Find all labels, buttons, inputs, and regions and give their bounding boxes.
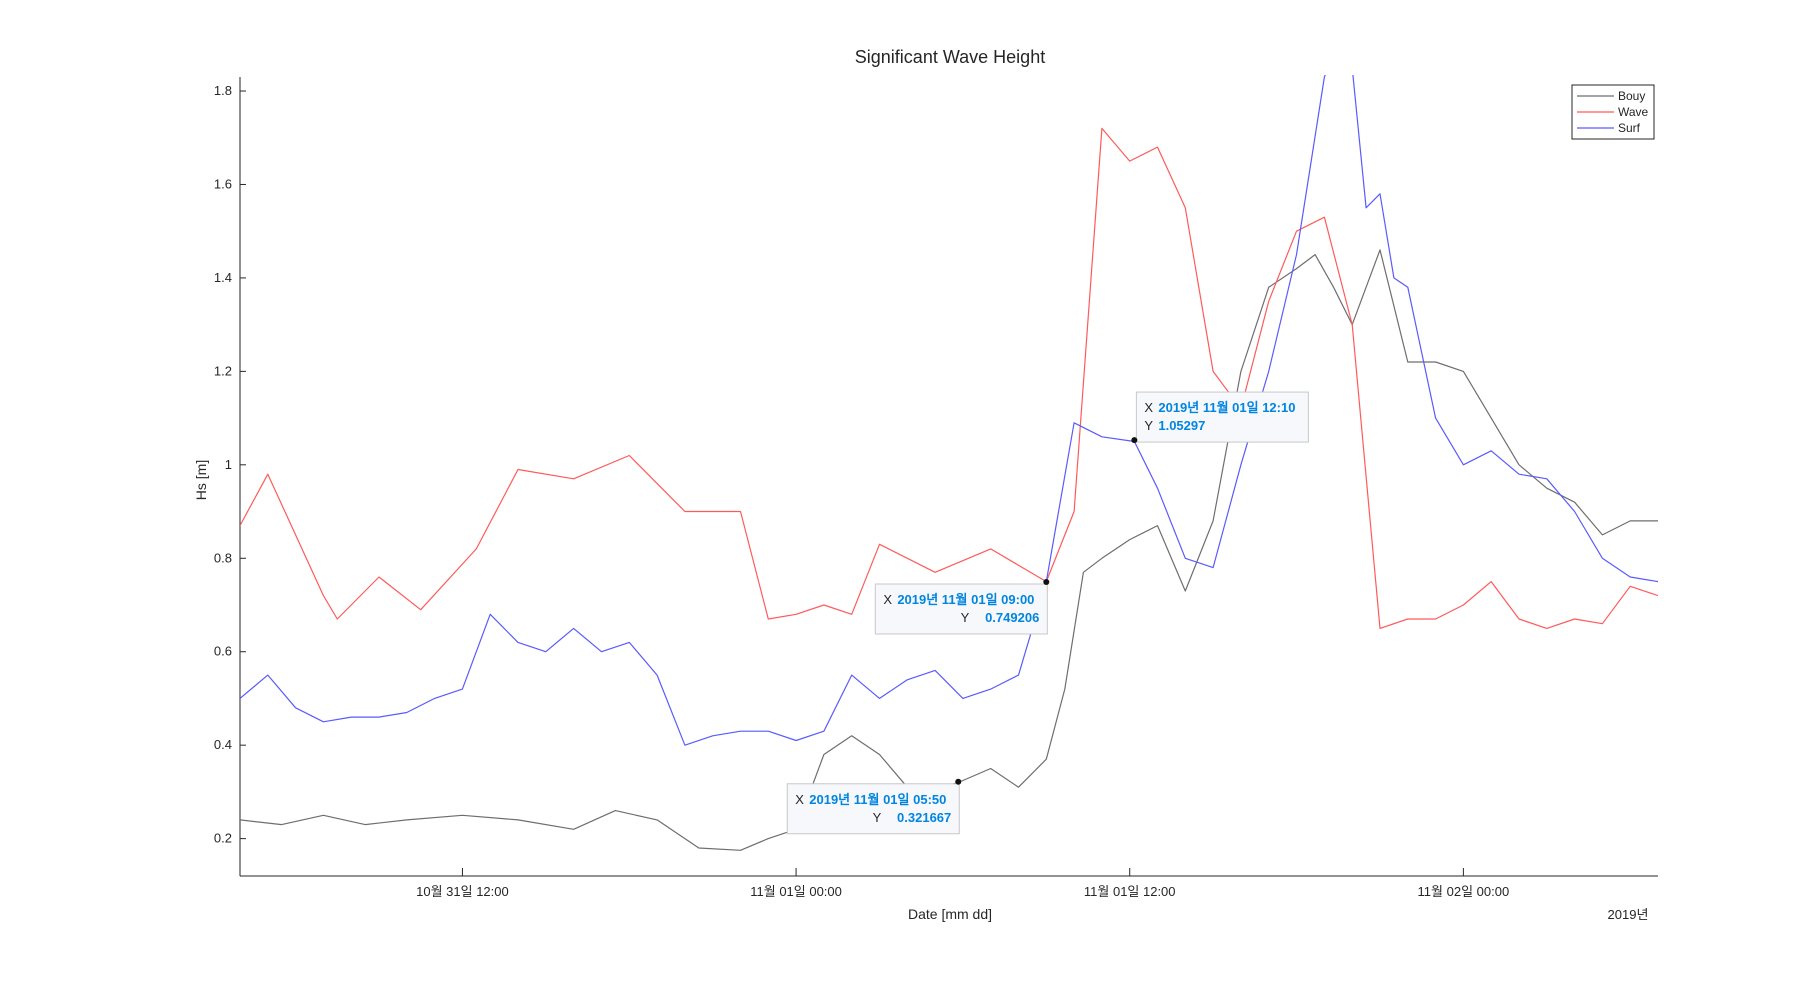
- datatip-y-key: Y: [873, 810, 882, 825]
- chart-title: Significant Wave Height: [855, 47, 1045, 67]
- y-tick-label: 1.8: [214, 83, 232, 98]
- y-tick-label: 0.6: [214, 644, 232, 659]
- y-tick-label: 1.4: [214, 270, 232, 285]
- datatip-x-key: X: [1144, 400, 1153, 415]
- plot-lines: [240, 75, 1658, 851]
- datatip-y-value: 0.321667: [897, 810, 951, 825]
- x-tick-label: 11월 02일 00:00: [1418, 884, 1510, 899]
- x-axis-label: Date [mm dd]: [908, 906, 992, 922]
- datatip-box: [1135, 391, 1309, 443]
- series-line-surf: [240, 75, 1658, 746]
- datatip-x-key: X: [883, 592, 892, 607]
- series-line-bouy: [240, 249, 1658, 851]
- legend-label: Bouy: [1618, 89, 1645, 103]
- datatip-box: [786, 783, 960, 835]
- datatip-x-value: 2019년 11월 01일 12:10: [1158, 400, 1295, 415]
- datatip-y-key: Y: [961, 610, 970, 625]
- datatip-y-value: 1.05297: [1158, 418, 1205, 433]
- y-tick-label: 1.2: [214, 363, 232, 378]
- y-tick-label: 0.2: [214, 831, 232, 846]
- datatip-x-value: 2019년 11월 01일 09:00: [897, 592, 1034, 607]
- x-tick-label: 11월 01일 00:00: [750, 884, 842, 899]
- datatip-box: [874, 583, 1048, 635]
- axes: 0.2 0.4 0.6 0.8 1 1.2 1.4 1.6 1.8 10월 31일 12:00 11…: [214, 77, 1658, 899]
- datatip-marker: [1043, 579, 1050, 586]
- x-axis-year-label: 2019년: [1608, 907, 1649, 922]
- datatip[interactable]: X 2019년 11월 01일 05:50 0.321667 Y: [786, 778, 962, 835]
- y-tick-label: 1: [225, 457, 232, 472]
- legend: Bouy Wave Surf: [1571, 84, 1655, 140]
- datatip[interactable]: X 2019년 11월 01일 12:10 Y 1.05297: [1131, 391, 1309, 444]
- x-tick-label: 11월 01일 12:00: [1084, 884, 1176, 899]
- datatip-x-value: 2019년 11월 01일 05:50: [809, 792, 946, 807]
- datatip-y-key: Y: [1144, 418, 1153, 433]
- y-tick-label: 0.8: [214, 550, 232, 565]
- datatip-y-value: 0.749206: [985, 610, 1039, 625]
- y-axis-label: Hs [m]: [193, 460, 209, 500]
- x-tick-label: 10월 31일 12:00: [416, 884, 509, 899]
- datatip-marker: [955, 778, 962, 785]
- datatip[interactable]: X 2019년 11월 01일 09:00 0.749206 Y: [874, 579, 1050, 635]
- datatip-x-key: X: [795, 792, 804, 807]
- series-line-wave: [240, 127, 1658, 630]
- datatip-marker: [1131, 437, 1138, 444]
- legend-label: Surf: [1618, 121, 1641, 135]
- y-tick-label: 0.4: [214, 737, 232, 752]
- y-tick-label: 1.6: [214, 176, 232, 191]
- legend-label: Wave: [1618, 105, 1649, 119]
